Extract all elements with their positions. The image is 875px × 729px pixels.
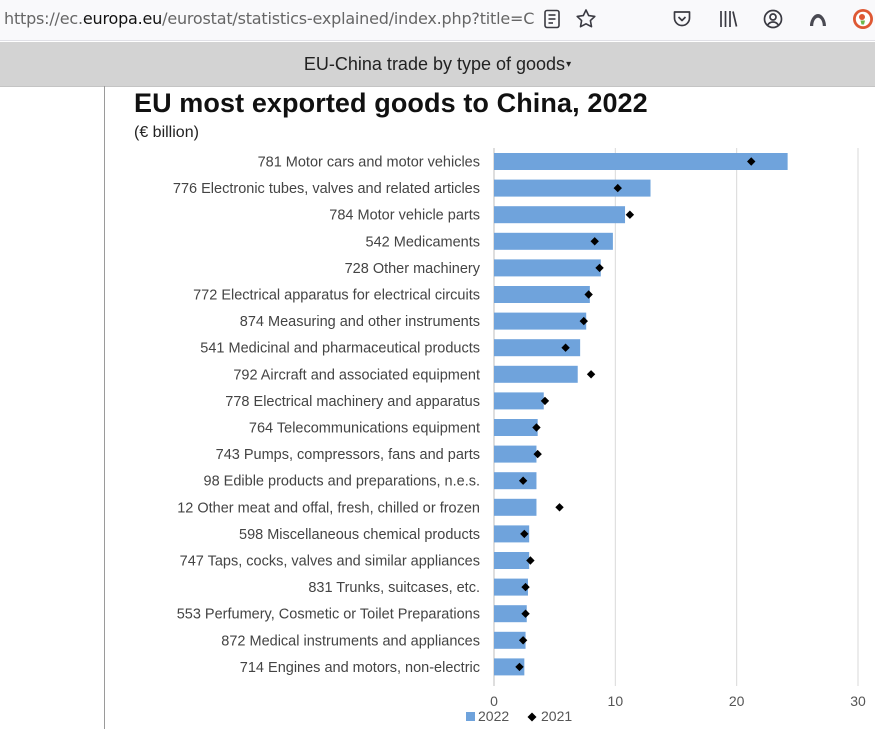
category-label: 772 Electrical apparatus for electrical … (193, 288, 480, 304)
category-label: 598 Miscellaneous chemical products (239, 527, 480, 543)
marker-2021 (515, 662, 524, 672)
bar-2022 (494, 286, 590, 303)
bar-2022 (494, 153, 788, 170)
extension-icon[interactable] (806, 7, 830, 31)
bar-2022 (494, 631, 526, 649)
marker-2021 (521, 582, 530, 592)
account-icon[interactable] (761, 7, 785, 31)
category-label: 792 Aircraft and associated equipment (233, 367, 480, 383)
category-label: 541 Medicinal and pharmaceutical product… (200, 341, 480, 357)
bar-2022 (494, 206, 626, 224)
bar-2022 (494, 232, 613, 250)
marker-2021 (595, 263, 604, 273)
url-domain: europa.eu (82, 9, 163, 28)
library-icon[interactable] (716, 7, 740, 31)
bar-2022 (494, 179, 651, 197)
content-divider (104, 86, 105, 729)
marker-2021 (532, 423, 541, 432)
legend-label-2021: 2021 (541, 708, 572, 724)
category-label: 553 Perfumery, Cosmetic or Toilet Prepar… (177, 607, 480, 623)
browser-toolbar: https://ec.europa.eu/eurostat/statistics… (0, 0, 875, 41)
chart-subtitle: (€ billion) (134, 124, 199, 141)
category-label: 12 Other meat and offal, fresh, chilled … (177, 500, 480, 516)
category-label: 831 Trunks, suitcases, etc. (308, 580, 480, 596)
chevron-down-icon: ▾ (566, 59, 572, 70)
category-label: 764 Telecommunications equipment (249, 421, 480, 437)
bookmark-star-icon[interactable] (574, 7, 598, 31)
url-rest: /eurostat/statistics-explained/index.php… (162, 9, 534, 28)
legend-label-2022: 2022 (478, 708, 509, 724)
bar-2022 (494, 259, 601, 277)
bar-2022 (494, 552, 530, 569)
marker-2021 (520, 529, 529, 539)
category-label: 872 Medical instruments and appliances (221, 633, 480, 649)
category-label: 784 Motor vehicle parts (329, 208, 480, 224)
marker-2021 (540, 396, 550, 406)
bar-2022 (494, 525, 530, 543)
duckduckgo-icon[interactable] (851, 7, 875, 31)
marker-2021 (586, 370, 596, 379)
category-label: 874 Measuring and other instruments (240, 314, 480, 330)
category-label: 747 Taps, cocks, valves and similar appl… (180, 554, 480, 570)
bar-2022 (494, 658, 525, 676)
bar-2022 (494, 578, 528, 596)
marker-2021 (747, 157, 756, 166)
category-label: 542 Medicaments (366, 234, 480, 250)
legend-marker-2021 (527, 712, 537, 722)
bar-2022 (494, 339, 581, 357)
bar-2022 (494, 498, 537, 516)
chart-title: EU most exported goods to China, 2022 (134, 88, 648, 118)
category-label: 98 Edible products and preparations, n.e… (204, 474, 480, 490)
marker-2021 (518, 636, 528, 645)
bar-2022 (494, 419, 538, 436)
bar-2022 (494, 472, 537, 490)
legend-swatch-2022 (466, 712, 475, 721)
pocket-icon[interactable] (670, 7, 694, 31)
category-label: 743 Pumps, compressors, fans and parts (216, 447, 480, 463)
marker-2021 (526, 556, 535, 565)
bar-2022 (494, 312, 587, 330)
marker-2021 (555, 503, 564, 512)
marker-2021 (521, 609, 530, 618)
marker-2021 (590, 237, 599, 246)
marker-2021 (584, 290, 593, 299)
x-tick-label: 10 (608, 693, 624, 709)
section-title: EU-China trade by type of goods (303, 54, 566, 74)
bar-2022 (494, 445, 537, 463)
marker-2021 (613, 183, 622, 193)
marker-2021 (561, 343, 570, 352)
marker-2021 (579, 316, 588, 326)
section-dropdown[interactable]: EU-China trade by type of goods▾ (0, 42, 875, 87)
x-tick-label: 20 (729, 693, 745, 709)
category-label: 776 Electronic tubes, valves and related… (173, 181, 480, 197)
marker-2021 (625, 210, 635, 219)
category-label: 778 Electrical machinery and apparatus (225, 394, 480, 410)
category-label: 728 Other machinery (345, 261, 481, 277)
marker-2021 (518, 476, 528, 485)
url-prefix: https://ec. (4, 9, 83, 28)
category-label: 781 Motor cars and motor vehicles (258, 155, 480, 171)
marker-2021 (533, 449, 542, 459)
bar-2022 (494, 392, 544, 410)
x-tick-label: 0 (490, 693, 498, 709)
reader-view-icon[interactable] (540, 7, 564, 31)
address-bar[interactable]: https://ec.europa.eu/eurostat/statistics… (4, 9, 534, 28)
category-label: 714 Engines and motors, non-electric (240, 660, 480, 676)
x-tick-label: 30 (850, 693, 866, 709)
bar-2022 (494, 605, 527, 623)
bar-2022 (494, 365, 578, 383)
